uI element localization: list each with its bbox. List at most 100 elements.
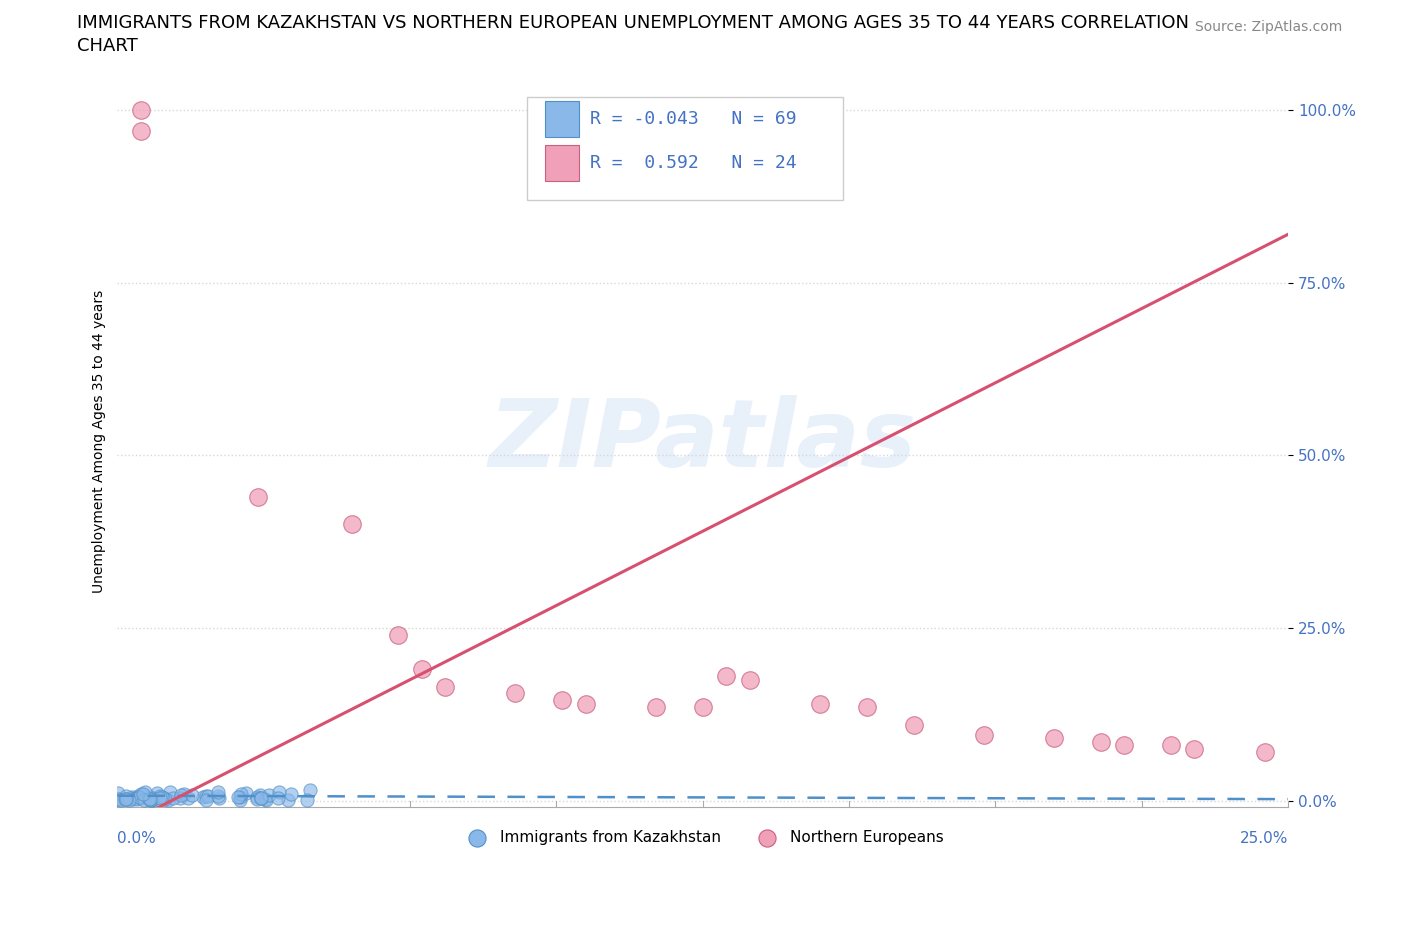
- Point: [229, 786, 252, 801]
- Point: [1090, 735, 1112, 750]
- Point: [434, 679, 457, 694]
- Point: [141, 792, 163, 807]
- FancyBboxPatch shape: [527, 98, 844, 200]
- Point: [229, 792, 252, 807]
- FancyBboxPatch shape: [544, 101, 579, 138]
- Text: 25.0%: 25.0%: [1240, 831, 1288, 846]
- Point: [250, 790, 273, 805]
- Point: [254, 791, 277, 806]
- Point: [107, 792, 129, 807]
- Point: [246, 489, 269, 504]
- Point: [120, 790, 142, 805]
- Point: [194, 792, 217, 807]
- Point: [155, 791, 177, 806]
- Point: [128, 791, 150, 806]
- Point: [277, 793, 299, 808]
- Point: [141, 792, 163, 807]
- Point: [157, 792, 180, 807]
- Point: [208, 790, 231, 805]
- Point: [505, 686, 527, 701]
- Point: [387, 628, 409, 643]
- FancyBboxPatch shape: [544, 145, 579, 181]
- Point: [267, 790, 290, 805]
- Text: ZIPatlas: ZIPatlas: [489, 395, 917, 487]
- Text: IMMIGRANTS FROM KAZAKHSTAN VS NORTHERN EUROPEAN UNEMPLOYMENT AMONG AGES 35 TO 44: IMMIGRANTS FROM KAZAKHSTAN VS NORTHERN E…: [77, 14, 1189, 32]
- Point: [121, 790, 143, 804]
- Point: [197, 789, 219, 804]
- Text: R = -0.043   N = 69: R = -0.043 N = 69: [591, 111, 797, 128]
- Point: [193, 790, 215, 804]
- Point: [299, 782, 322, 797]
- Point: [129, 124, 152, 139]
- Point: [141, 791, 163, 806]
- Point: [249, 788, 271, 803]
- Point: [267, 785, 290, 800]
- Point: [1254, 745, 1277, 760]
- Point: [108, 791, 131, 806]
- Point: [245, 790, 267, 804]
- Point: [145, 786, 167, 801]
- Text: CHART: CHART: [77, 37, 138, 55]
- Point: [132, 787, 155, 802]
- Point: [129, 787, 152, 802]
- Point: [1184, 741, 1206, 756]
- Point: [162, 790, 184, 805]
- Point: [207, 784, 229, 799]
- Point: [411, 662, 433, 677]
- Point: [295, 793, 318, 808]
- Point: [169, 790, 191, 805]
- Point: [132, 792, 155, 807]
- Y-axis label: Unemployment Among Ages 35 to 44 years: Unemployment Among Ages 35 to 44 years: [93, 290, 107, 593]
- Point: [138, 792, 160, 807]
- Point: [738, 672, 761, 687]
- Point: [1114, 737, 1136, 752]
- Point: [692, 700, 714, 715]
- Point: [114, 791, 136, 806]
- Point: [808, 697, 831, 711]
- Point: [149, 790, 172, 805]
- Point: [117, 792, 139, 807]
- Point: [150, 790, 173, 804]
- Point: [259, 787, 281, 802]
- Text: 0.0%: 0.0%: [118, 831, 156, 846]
- Point: [153, 790, 176, 805]
- Point: [181, 788, 204, 803]
- Point: [575, 697, 598, 711]
- Point: [340, 517, 363, 532]
- Point: [117, 791, 139, 806]
- Point: [139, 792, 162, 807]
- Point: [110, 792, 132, 807]
- Point: [115, 789, 138, 804]
- Point: [134, 785, 156, 800]
- Point: [152, 791, 174, 806]
- Point: [855, 700, 877, 715]
- Point: [1043, 731, 1066, 746]
- Point: [115, 791, 138, 806]
- Point: [235, 786, 257, 801]
- Point: [973, 727, 995, 742]
- Point: [1160, 737, 1182, 752]
- Point: [903, 717, 925, 732]
- Point: [249, 790, 271, 805]
- Point: [138, 791, 160, 806]
- Point: [170, 788, 193, 803]
- Point: [121, 791, 143, 806]
- Point: [129, 791, 152, 806]
- Text: Source: ZipAtlas.com: Source: ZipAtlas.com: [1195, 20, 1343, 34]
- Point: [129, 102, 152, 117]
- Point: [254, 792, 277, 807]
- Point: [177, 790, 200, 805]
- Point: [645, 700, 668, 715]
- Point: [149, 789, 172, 804]
- Point: [139, 790, 162, 804]
- Point: [127, 789, 149, 804]
- Point: [551, 693, 574, 708]
- Point: [127, 791, 149, 806]
- Point: [128, 790, 150, 804]
- Point: [280, 786, 302, 801]
- Point: [228, 790, 250, 804]
- Point: [159, 785, 181, 800]
- Point: [173, 786, 195, 801]
- Text: R =  0.592   N = 24: R = 0.592 N = 24: [591, 154, 797, 172]
- Point: [207, 789, 229, 804]
